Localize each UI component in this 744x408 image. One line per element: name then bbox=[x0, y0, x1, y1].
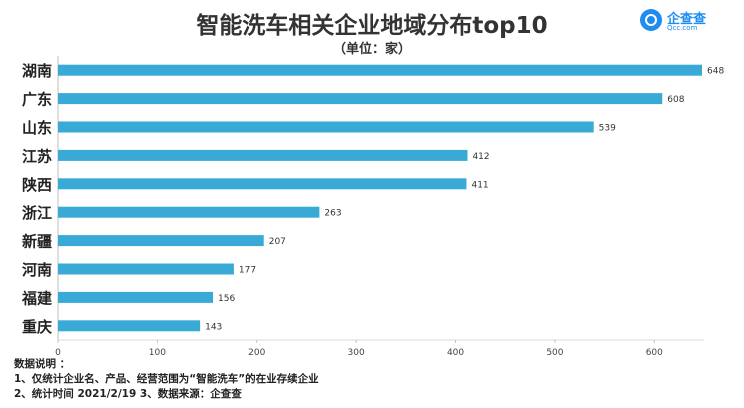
data-label: 608 bbox=[667, 95, 684, 105]
x-tick-label: 0 bbox=[55, 348, 61, 358]
data-notes: 数据说明 ： 1、仅统计企业名、产品、经营范围为“智能洗车”的在业存续企业 2、… bbox=[14, 357, 319, 402]
bar bbox=[58, 320, 201, 332]
bar bbox=[58, 149, 468, 161]
category-label: 江苏 bbox=[22, 147, 52, 165]
bar bbox=[58, 235, 264, 247]
category-label: 重庆 bbox=[22, 318, 52, 336]
bar bbox=[58, 206, 320, 218]
category-label: 陕西 bbox=[22, 176, 52, 194]
bar bbox=[58, 93, 663, 105]
bar bbox=[58, 291, 214, 303]
x-tick-label: 100 bbox=[149, 348, 166, 358]
category-label: 浙江 bbox=[22, 204, 52, 222]
data-label: 263 bbox=[324, 209, 341, 219]
category-label: 新疆 bbox=[22, 233, 52, 251]
brand-logo: 企查查 Qcc.com bbox=[640, 8, 740, 36]
logo-subtitle: Qcc.com bbox=[667, 24, 698, 32]
category-label: 山东 bbox=[22, 119, 52, 137]
x-tick-label: 500 bbox=[546, 348, 563, 358]
chart-title: 智能洗车相关企业地域分布top10 bbox=[196, 13, 548, 39]
bar bbox=[58, 263, 234, 275]
bar bbox=[58, 178, 467, 190]
notes-line-1: 1、仅统计企业名、产品、经营范围为“智能洗车”的在业存续企业 bbox=[14, 373, 319, 385]
category-label: 福建 bbox=[21, 289, 53, 307]
x-tick-label: 600 bbox=[646, 348, 663, 358]
category-label: 湖南 bbox=[22, 62, 52, 80]
data-label: 412 bbox=[472, 152, 489, 162]
chart-subtitle: （单位：家） bbox=[332, 42, 411, 57]
category-label: 河南 bbox=[22, 261, 52, 279]
data-label: 177 bbox=[239, 266, 256, 276]
logo-name: 企查查 bbox=[667, 12, 707, 27]
data-label: 207 bbox=[269, 237, 286, 247]
notes-line-2: 2、统计时间 2021/2/19 3、数据来源：企查查 bbox=[14, 388, 242, 400]
data-label: 648 bbox=[707, 67, 724, 77]
data-label: 156 bbox=[218, 294, 235, 304]
notes-heading: 数据说明 ： bbox=[14, 358, 71, 370]
category-label: 广东 bbox=[22, 91, 52, 109]
x-tick-label: 400 bbox=[447, 348, 464, 358]
data-label: 143 bbox=[205, 322, 222, 332]
x-tick-label: 200 bbox=[248, 348, 265, 358]
data-label: 539 bbox=[599, 124, 616, 134]
x-tick-label: 300 bbox=[348, 348, 365, 358]
bar bbox=[58, 121, 594, 133]
data-label: 411 bbox=[471, 180, 488, 190]
qcc-logo-icon bbox=[640, 9, 662, 31]
bar bbox=[58, 64, 703, 76]
